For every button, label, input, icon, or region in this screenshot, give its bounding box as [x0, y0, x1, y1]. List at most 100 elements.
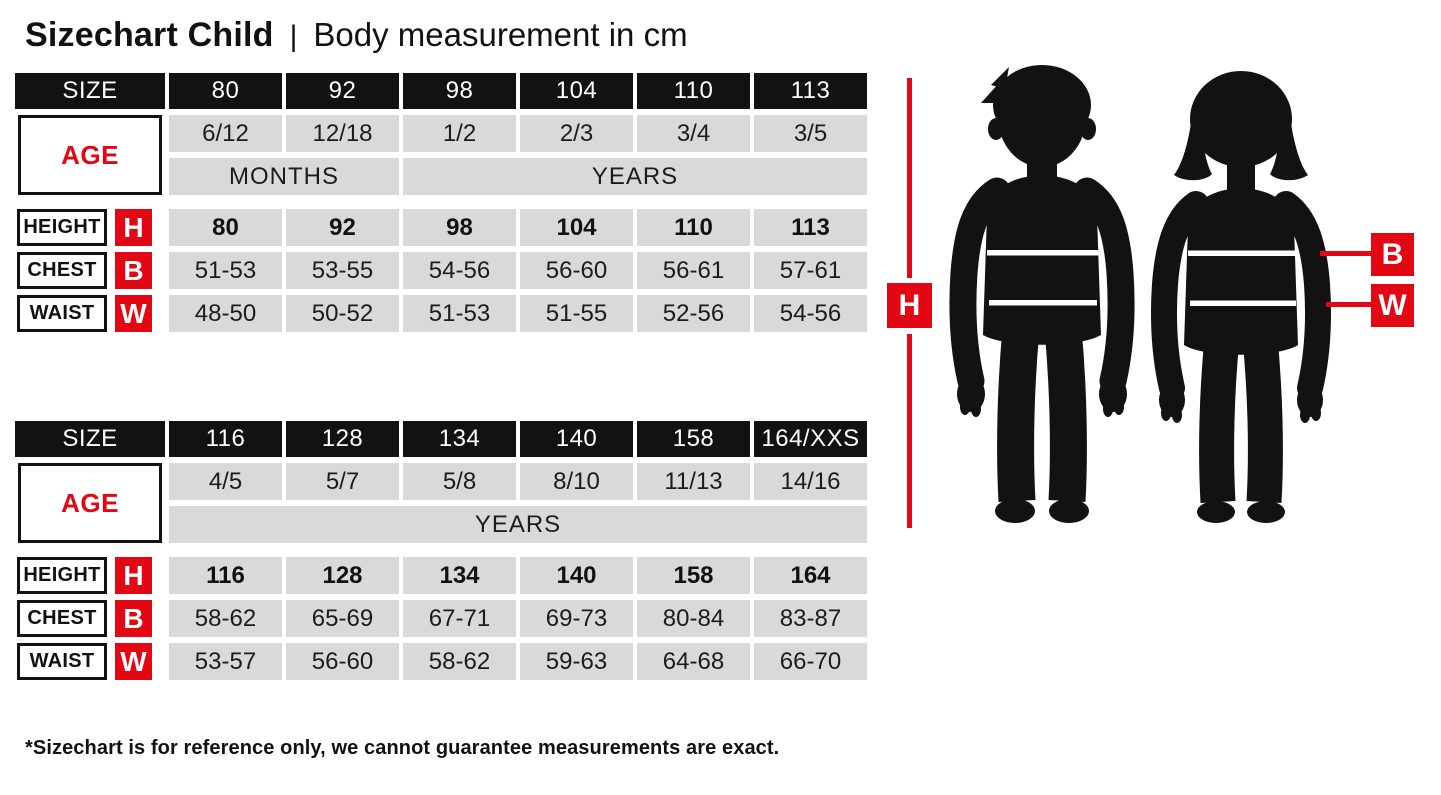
- age-cell: 12/18: [286, 115, 399, 152]
- waist-marker-badge: W: [1371, 284, 1414, 327]
- chest-cell: 56-61: [637, 252, 750, 289]
- height-marker-badge: H: [887, 283, 932, 328]
- size-cell: 140: [520, 421, 633, 457]
- height-cell: 92: [286, 209, 399, 246]
- chest-label: CHEST: [17, 252, 107, 289]
- age-unit-years: YEARS: [169, 506, 867, 543]
- height-cell: 134: [403, 557, 516, 594]
- height-cell: 80: [169, 209, 282, 246]
- height-cell: 116: [169, 557, 282, 594]
- chest-letter-badge: B: [115, 600, 152, 637]
- age-cell: 11/13: [637, 463, 750, 500]
- waist-letter-badge: W: [115, 643, 152, 680]
- waist-row-label: WAIST W: [15, 295, 165, 332]
- height-measure-line-bottom: [907, 334, 912, 528]
- height-measure-line-top: [907, 78, 912, 278]
- size-cell: 164/XXS: [754, 421, 867, 457]
- table-spacer: [15, 549, 867, 551]
- waist-label: WAIST: [17, 295, 107, 332]
- chest-row-label: CHEST B: [15, 600, 165, 637]
- size-cell: 113: [754, 73, 867, 109]
- age-unit-months: MONTHS: [169, 158, 399, 195]
- chest-cell: 51-53: [169, 252, 282, 289]
- height-cell: 158: [637, 557, 750, 594]
- chest-cell: 69-73: [520, 600, 633, 637]
- height-row-label: HEIGHT H: [15, 209, 165, 246]
- sizechart-table-large-sizes: SIZE 116 128 134 140 158 164/XXS AGE 4/5…: [15, 421, 867, 680]
- girl-silhouette-icon: [1151, 71, 1331, 523]
- girl-chest-line: [1188, 250, 1298, 256]
- waist-cell: 58-62: [403, 643, 516, 680]
- waist-cell: 59-63: [520, 643, 633, 680]
- waist-cell: 50-52: [286, 295, 399, 332]
- footnote: *Sizechart is for reference only, we can…: [25, 737, 780, 759]
- size-cell: 110: [637, 73, 750, 109]
- waist-cell: 56-60: [286, 643, 399, 680]
- age-header: AGE: [18, 463, 162, 543]
- size-cell: 98: [403, 73, 516, 109]
- table-spacer: [15, 201, 867, 203]
- page-title: Sizechart Child | Body measurement in cm: [25, 16, 688, 55]
- waist-label: WAIST: [17, 643, 107, 680]
- age-cell: 3/4: [637, 115, 750, 152]
- waist-cell: 51-53: [403, 295, 516, 332]
- chest-cell: 54-56: [403, 252, 516, 289]
- size-cell: 92: [286, 73, 399, 109]
- boy-waist-line: [989, 300, 1097, 306]
- boy-silhouette-icon: [949, 65, 1135, 523]
- title-main: Sizechart Child: [25, 16, 274, 54]
- size-cell: 116: [169, 421, 282, 457]
- title-separator: |: [289, 20, 298, 53]
- size-cell: 128: [286, 421, 399, 457]
- age-cell: 6/12: [169, 115, 282, 152]
- chest-cell: 56-60: [520, 252, 633, 289]
- waist-cell: 54-56: [754, 295, 867, 332]
- chest-letter-badge: B: [115, 252, 152, 289]
- age-cell: 8/10: [520, 463, 633, 500]
- title-subtitle: Body measurement in cm: [313, 16, 688, 53]
- chest-cell: 65-69: [286, 600, 399, 637]
- chest-label: CHEST: [17, 600, 107, 637]
- waist-cell: 64-68: [637, 643, 750, 680]
- height-cell: 164: [754, 557, 867, 594]
- waist-row-label: WAIST W: [15, 643, 165, 680]
- waist-connector-line: [1326, 302, 1371, 307]
- height-cell: 98: [403, 209, 516, 246]
- size-header: SIZE: [15, 73, 165, 109]
- waist-cell: 48-50: [169, 295, 282, 332]
- boy-chest-line: [987, 250, 1099, 256]
- chest-cell: 83-87: [754, 600, 867, 637]
- chest-connector-line: [1320, 251, 1371, 256]
- waist-cell: 53-57: [169, 643, 282, 680]
- sizechart-table-small-sizes: SIZE 80 92 98 104 110 113 AGE 6/12 12/18…: [15, 73, 867, 332]
- height-cell: 113: [754, 209, 867, 246]
- chest-cell: 58-62: [169, 600, 282, 637]
- age-cell: 3/5: [754, 115, 867, 152]
- height-letter-badge: H: [115, 557, 152, 594]
- age-header: AGE: [18, 115, 162, 195]
- age-unit-years: YEARS: [403, 158, 867, 195]
- age-cell: 5/8: [403, 463, 516, 500]
- waist-cell: 66-70: [754, 643, 867, 680]
- age-cell: 5/7: [286, 463, 399, 500]
- size-cell: 134: [403, 421, 516, 457]
- waist-letter-badge: W: [115, 295, 152, 332]
- chest-cell: 53-55: [286, 252, 399, 289]
- girl-waist-line: [1190, 300, 1296, 306]
- age-cell: 14/16: [754, 463, 867, 500]
- age-cell: 1/2: [403, 115, 516, 152]
- chest-row-label: CHEST B: [15, 252, 165, 289]
- height-row-label: HEIGHT H: [15, 557, 165, 594]
- height-cell: 128: [286, 557, 399, 594]
- height-label: HEIGHT: [17, 557, 107, 594]
- waist-cell: 51-55: [520, 295, 633, 332]
- height-cell: 110: [637, 209, 750, 246]
- chest-marker-badge: B: [1371, 233, 1414, 276]
- age-cell: 2/3: [520, 115, 633, 152]
- height-cell: 104: [520, 209, 633, 246]
- age-cell: 4/5: [169, 463, 282, 500]
- chest-cell: 80-84: [637, 600, 750, 637]
- height-cell: 140: [520, 557, 633, 594]
- height-letter-badge: H: [115, 209, 152, 246]
